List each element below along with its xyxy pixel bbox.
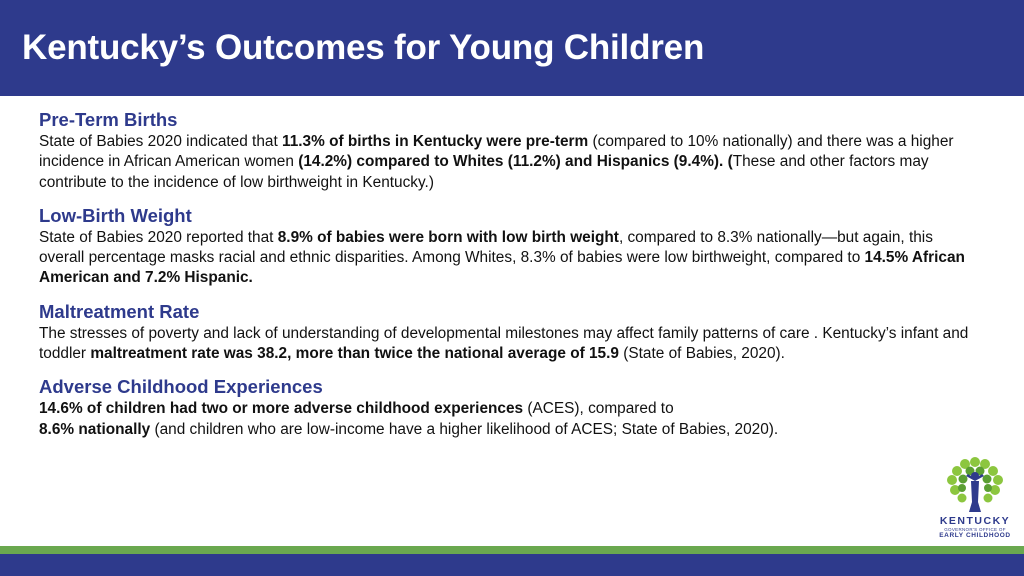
section-low-birth-weight: Low-Birth Weight State of Babies 2020 re…	[39, 204, 969, 289]
section-heading: Adverse Childhood Experiences	[39, 376, 323, 398]
body-text: (ACES), compared to	[523, 400, 674, 418]
body-emphasis: 11.3% of births in Kentucky were pre-ter…	[282, 133, 589, 150]
section-heading: Pre-Term Births	[39, 109, 178, 130]
body-text: State of Babies 2020 reported that	[39, 228, 278, 246]
section-heading: Maltreatment Rate	[39, 300, 200, 322]
body-emphasis: 8.6% nationally	[39, 420, 151, 438]
body-emphasis: 14.5% African American and 7.2% Hispanic…	[39, 249, 965, 287]
body-text: The stresses of poverty and lack of unde…	[39, 324, 969, 363]
footer-blue-band	[0, 554, 1024, 576]
logo-kentucky-text: KENTUCKY	[939, 515, 1011, 527]
body-text: These and other factors may contribute t…	[39, 153, 929, 191]
section-body: State of Babies 2020 reported that 8.9% …	[39, 228, 969, 289]
section-body: State of Babies 2020 indicated that 11.3…	[39, 132, 969, 193]
content-area: Pre-Term Births State of Babies 2020 ind…	[39, 108, 969, 451]
section-maltreatment-rate: Maltreatment Rate The stresses of povert…	[39, 300, 969, 365]
logo-governor-office-text: GOVERNOR’S OFFICE OF	[944, 527, 1006, 532]
section-body: 14.6% of children had two or more advers…	[39, 399, 969, 440]
body-emphasis: (14.2%) compared to Whites (11.2%) and H…	[298, 153, 733, 171]
kentucky-early-childhood-logo: KENTUCKY GOVERNOR’S OFFICE OF EARLY CHIL…	[935, 452, 1015, 542]
tree-icon	[947, 457, 1003, 512]
body-emphasis: maltreatment rate was 38.2, more than tw…	[90, 345, 619, 363]
footer-green-band	[0, 546, 1024, 554]
body-emphasis: 8.9% of babies were born with low birth …	[277, 228, 619, 246]
body-emphasis: 14.6% of children had two or more advers…	[39, 400, 524, 418]
body-text: (State of Babies, 2020).	[618, 345, 785, 363]
body-text: (compared to 10% nationally) and there w…	[39, 133, 954, 171]
section-preterm-births: Pre-Term Births State of Babies 2020 ind…	[39, 108, 969, 193]
page-title: Kentucky’s Outcomes for Young Children	[22, 28, 705, 67]
section-adverse-childhood-experiences: Adverse Childhood Experiences 14.6% of c…	[39, 375, 969, 440]
title-bar: Kentucky’s Outcomes for Young Children	[0, 0, 1024, 96]
body-text: State of Babies 2020 indicated that	[39, 133, 283, 150]
body-text: (and children who are low-income have a …	[150, 420, 779, 438]
section-body: The stresses of poverty and lack of unde…	[39, 324, 969, 365]
section-heading: Low-Birth Weight	[39, 204, 192, 226]
logo-early-childhood-text: EARLY CHILDHOOD	[939, 532, 1011, 539]
body-text: , compared to 8.3% nationally—but again,…	[39, 228, 933, 267]
